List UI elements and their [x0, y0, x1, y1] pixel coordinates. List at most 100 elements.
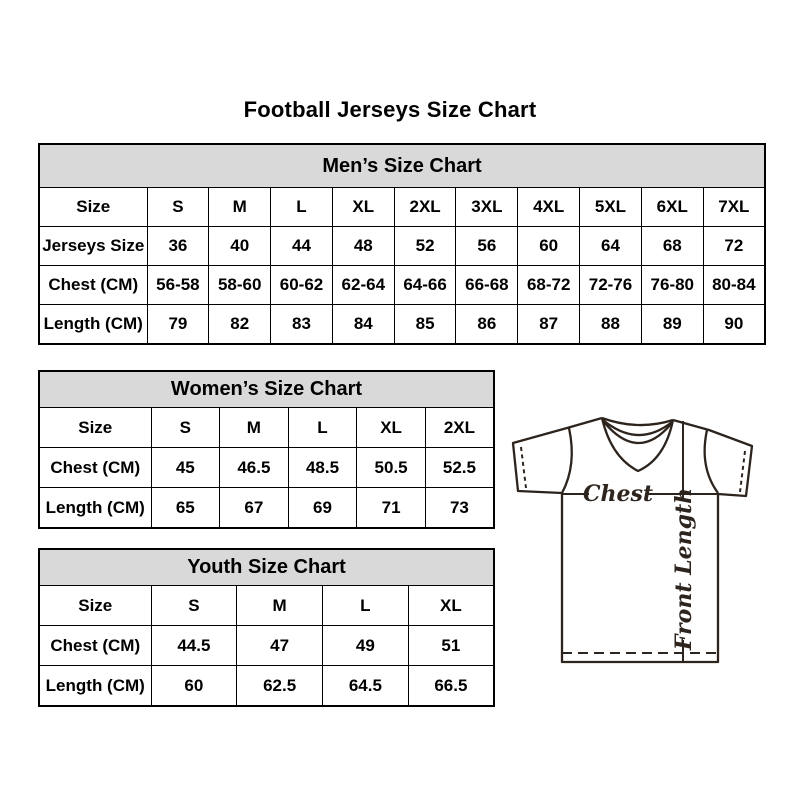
jersey-measurement-diagram: Chest Front Length [511, 416, 754, 664]
value-cell: M [219, 407, 289, 448]
value-cell: 4XL [517, 187, 581, 227]
page-title: Football Jerseys Size Chart [243, 97, 537, 122]
value-cell: 72-76 [579, 265, 642, 305]
value-cell: 2XL [424, 407, 495, 448]
table-row: Size S M L XL 2XL [38, 407, 495, 448]
value-cell: 46.5 [219, 447, 289, 488]
value-cell: 67 [219, 487, 289, 529]
table-row: Chest (CM) 44.5 47 49 51 [38, 625, 495, 666]
table-row: Size S M L XL [38, 585, 495, 626]
youth-size-table: Youth Size Chart Size S M L XL Chest (CM) 44.5… [38, 548, 495, 707]
value-cell: 71 [356, 487, 426, 529]
value-cell: 36 [146, 226, 210, 266]
value-cell: 64-66 [393, 265, 457, 305]
row-label-cell: Size [38, 187, 148, 227]
value-cell: 7XL [702, 187, 766, 227]
value-cell: 83 [270, 304, 333, 345]
mens-table-body: Size S M L XL 2XL 3XL 4XL 5XL 6XL 7XL Jerseys Size 3… [38, 187, 766, 345]
value-cell: 58-60 [208, 265, 272, 305]
row-label-cell: Length (CM) [38, 487, 152, 529]
value-cell: XL [356, 407, 426, 448]
collar-top-line [601, 416, 674, 427]
value-cell: 47 [236, 625, 323, 666]
row-label-cell: Size [38, 407, 152, 448]
jersey-body-outline [560, 494, 720, 664]
table-row: Length (CM) 60 62.5 64.5 66.5 [38, 665, 495, 707]
value-cell: 68-72 [517, 265, 581, 305]
mens-size-table: Men’s Size Chart Size S M L XL 2XL 3XL 4XL 5XL 6X… [38, 143, 766, 345]
value-cell: 56-58 [146, 265, 210, 305]
value-cell: 89 [640, 304, 704, 345]
value-cell: XL [407, 585, 495, 626]
womens-table-title: Women’s Size Chart [38, 370, 495, 408]
left-armhole-seam [560, 427, 573, 494]
youth-table-header-row: Youth Size Chart [38, 548, 495, 586]
value-cell: 48.5 [287, 447, 358, 488]
value-cell: S [150, 407, 221, 448]
value-cell: 50.5 [356, 447, 426, 488]
value-cell: 52 [393, 226, 457, 266]
row-label-cell: Jerseys Size [38, 226, 148, 266]
mens-table-header-row: Men’s Size Chart [38, 143, 766, 188]
value-cell: 88 [579, 304, 642, 345]
value-cell: 60 [517, 226, 581, 266]
value-cell: 56 [455, 226, 519, 266]
value-cell: 68 [640, 226, 704, 266]
row-label-cell: Size [38, 585, 152, 626]
value-cell: S [146, 187, 210, 227]
value-cell: 84 [331, 304, 395, 345]
right-armhole-seam [703, 429, 719, 494]
value-cell: 5XL [579, 187, 642, 227]
value-cell: 48 [331, 226, 395, 266]
left-sleeve-outline [511, 416, 603, 495]
table-row: Chest (CM) 56-58 58-60 60-62 62-64 64-66 66-68… [38, 265, 766, 305]
value-cell: 86 [455, 304, 519, 345]
value-cell: 82 [208, 304, 272, 345]
value-cell: 62.5 [236, 665, 323, 707]
mens-table-title: Men’s Size Chart [38, 143, 766, 188]
table-row: Jerseys Size 36 40 44 48 52 56 60 64 68 72 [38, 226, 766, 266]
womens-size-table: Women’s Size Chart Size S M L XL 2XL Chest (CM… [38, 370, 495, 529]
table-row: Length (CM) 79 82 83 84 85 86 87 88 89 90 [38, 304, 766, 345]
value-cell: 66-68 [455, 265, 519, 305]
value-cell: 64.5 [322, 665, 409, 707]
value-cell: 79 [146, 304, 210, 345]
value-cell: 90 [702, 304, 766, 345]
collar-v-outline [600, 417, 675, 473]
value-cell: 66.5 [407, 665, 495, 707]
value-cell: S [150, 585, 238, 626]
table-row: Length (CM) 65 67 69 71 73 [38, 487, 495, 529]
value-cell: 73 [424, 487, 495, 529]
value-cell: 2XL [393, 187, 457, 227]
value-cell: 64 [579, 226, 642, 266]
value-cell: 62-64 [331, 265, 395, 305]
value-cell: M [208, 187, 272, 227]
youth-table-body: Size S M L XL Chest (CM) 44.5 47 49 51 Length (CM)… [38, 585, 495, 707]
left-cuff-dashed-line [520, 446, 527, 489]
row-label-cell: Length (CM) [38, 304, 148, 345]
value-cell: 65 [150, 487, 221, 529]
right-cuff-dashed-line [739, 450, 746, 493]
value-cell: 60-62 [270, 265, 333, 305]
value-cell: 45 [150, 447, 221, 488]
value-cell: XL [331, 187, 395, 227]
value-cell: 80-84 [702, 265, 766, 305]
row-label-cell: Chest (CM) [38, 447, 152, 488]
youth-table-title: Youth Size Chart [38, 548, 495, 586]
value-cell: M [236, 585, 323, 626]
value-cell: L [287, 407, 358, 448]
row-label-cell: Chest (CM) [38, 625, 152, 666]
table-row: Size S M L XL 2XL 3XL 4XL 5XL 6XL 7XL [38, 187, 766, 227]
value-cell: 6XL [640, 187, 704, 227]
collar-band-line-2 [603, 421, 672, 445]
value-cell: 3XL [455, 187, 519, 227]
row-label-cell: Chest (CM) [38, 265, 148, 305]
value-cell: 51 [407, 625, 495, 666]
value-cell: 72 [702, 226, 766, 266]
row-label-cell: Length (CM) [38, 665, 152, 707]
right-sleeve-outline [672, 418, 754, 498]
value-cell: 44 [270, 226, 333, 266]
womens-table-body: Size S M L XL 2XL Chest (CM) 45 46.5 48.5 50.5 52.5… [38, 407, 495, 529]
value-cell: L [322, 585, 409, 626]
value-cell: 40 [208, 226, 272, 266]
